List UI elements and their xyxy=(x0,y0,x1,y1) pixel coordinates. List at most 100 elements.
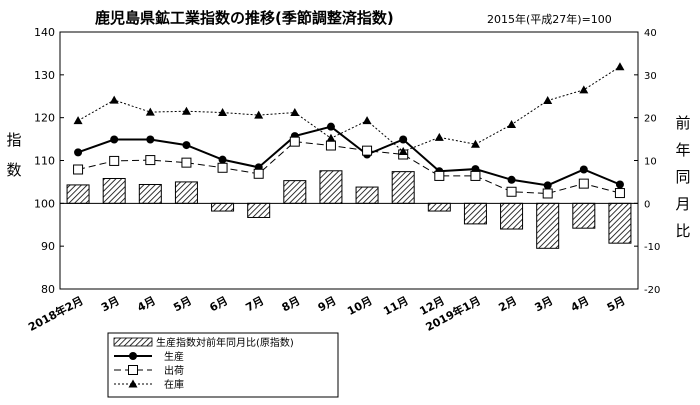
left-axis-label-char: 指 xyxy=(6,131,21,149)
point xyxy=(128,365,138,375)
point xyxy=(110,135,119,144)
left-axis-ticks: 80 90 100 110 120 130 140 xyxy=(34,26,64,296)
bar xyxy=(500,202,524,230)
point xyxy=(507,120,517,129)
bar xyxy=(319,170,343,204)
point xyxy=(325,140,336,151)
point xyxy=(579,85,589,94)
bar-series xyxy=(66,170,632,249)
point xyxy=(145,155,156,166)
point xyxy=(507,175,516,184)
right-tick-label: -20 xyxy=(644,285,660,296)
left-axis-label-char: 数 xyxy=(6,161,21,179)
x-tick-label: 4月 xyxy=(569,294,592,314)
point xyxy=(218,108,228,117)
right-axis-label-char: 前 xyxy=(675,114,690,132)
series-line xyxy=(77,141,621,194)
point xyxy=(181,106,191,115)
point xyxy=(614,188,625,199)
legend-label: 生産 xyxy=(164,350,184,363)
bar xyxy=(391,171,415,204)
bar xyxy=(536,202,560,249)
point xyxy=(217,162,228,173)
bar xyxy=(102,177,126,204)
point xyxy=(289,136,300,147)
bar xyxy=(355,186,379,204)
left-tick-label: 110 xyxy=(34,155,55,168)
point xyxy=(74,148,83,157)
left-tick-label: 120 xyxy=(34,112,55,125)
point xyxy=(253,168,264,179)
series-triangle xyxy=(73,62,625,156)
point xyxy=(73,116,83,125)
series-line xyxy=(77,125,621,187)
point xyxy=(128,379,138,388)
point xyxy=(398,147,408,156)
legend-label: 生産指数対前年同月比(原指数) xyxy=(156,336,294,349)
right-axis-label-char: 比 xyxy=(675,222,690,240)
point xyxy=(290,108,300,117)
series-line xyxy=(77,66,621,153)
bar xyxy=(66,184,90,204)
left-tick-label: 100 xyxy=(34,197,55,210)
right-axis-label-char: 年 xyxy=(675,141,690,159)
right-axis-label-char: 月 xyxy=(675,195,690,213)
bar xyxy=(427,202,451,212)
x-tick-label: 2018年2月 xyxy=(26,293,86,334)
point xyxy=(578,178,589,189)
x-tick-label: 7月 xyxy=(244,294,267,314)
x-tick-label: 9月 xyxy=(316,294,339,314)
left-tick-label: 140 xyxy=(34,26,55,39)
x-tick-label: 3月 xyxy=(99,294,122,314)
point xyxy=(543,181,552,190)
point xyxy=(506,186,517,197)
point xyxy=(109,95,119,104)
legend-swatch-bar xyxy=(113,337,153,347)
left-axis-label: 指数 xyxy=(6,131,21,179)
right-axis-label: 前年同月比 xyxy=(675,114,690,240)
right-tick-label: -10 xyxy=(644,242,660,253)
left-tick-label: 130 xyxy=(34,69,55,82)
right-tick-label: 10 xyxy=(644,157,657,168)
point xyxy=(434,170,445,181)
x-tick-label: 4月 xyxy=(135,294,158,314)
point xyxy=(218,155,227,164)
line-series xyxy=(73,62,625,199)
point xyxy=(254,110,264,119)
right-tick-label: 30 xyxy=(644,71,657,82)
bar xyxy=(211,202,235,212)
bar xyxy=(572,202,596,229)
x-tick-label: 3月 xyxy=(533,294,556,314)
point xyxy=(146,135,155,144)
right-axis-label-char: 同 xyxy=(675,168,690,186)
legend-label: 出荷 xyxy=(164,364,184,377)
x-tick-label: 11月 xyxy=(381,294,410,318)
point xyxy=(579,165,588,174)
point xyxy=(615,180,624,189)
point xyxy=(470,170,481,181)
point xyxy=(399,135,408,144)
point xyxy=(326,122,335,131)
point xyxy=(543,96,553,105)
left-tick-label: 90 xyxy=(41,240,55,253)
point xyxy=(73,164,84,175)
bar xyxy=(247,202,271,218)
chart-subtitle: 2015年(平成27年)=100 xyxy=(487,12,612,26)
x-tick-label: 5月 xyxy=(171,294,194,314)
chart-title: 鹿児島県鉱工業指数の推移(季節調整済指数) xyxy=(95,9,394,27)
point xyxy=(470,139,480,148)
point xyxy=(362,116,372,125)
bar xyxy=(283,180,307,204)
point xyxy=(181,157,192,168)
bar xyxy=(463,202,487,225)
point xyxy=(145,107,155,116)
point xyxy=(615,62,625,71)
x-tick-label: 8月 xyxy=(280,294,303,314)
right-tick-label: 20 xyxy=(644,114,657,125)
legend-label: 在庫 xyxy=(164,378,184,391)
x-tick-label: 6月 xyxy=(207,294,230,314)
left-tick-label: 80 xyxy=(41,283,55,296)
